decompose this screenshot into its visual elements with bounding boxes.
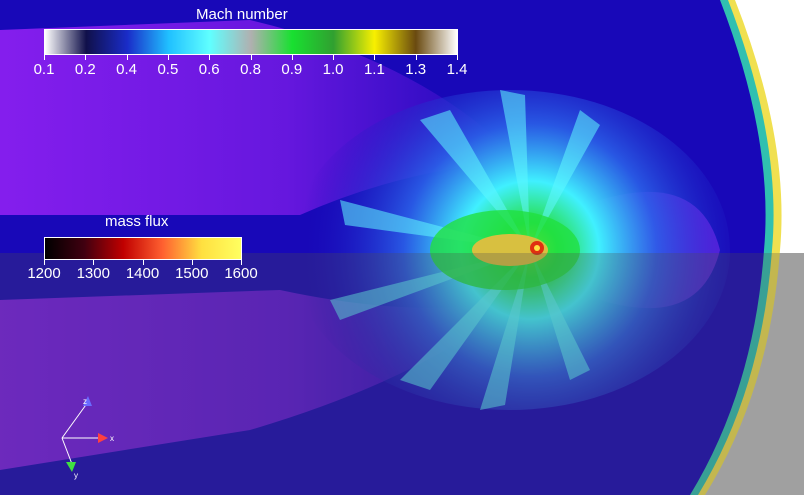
flux-legend-tick	[93, 260, 95, 265]
flux-legend-tick	[44, 260, 45, 265]
mach-legend-tick-label: 0.1	[33, 61, 55, 78]
mach-legend-tick	[44, 55, 45, 60]
mach-legend-tick	[333, 55, 335, 60]
mach-legend-tick	[250, 55, 252, 60]
axes-triad: z x y	[61, 396, 114, 480]
z-arrow-icon	[83, 396, 92, 406]
mach-legend-tick-label: 1.4	[446, 61, 468, 78]
lower-shade-overlay	[0, 253, 804, 495]
flux-legend-tick	[241, 260, 242, 265]
mach-legend-tick	[126, 55, 128, 60]
mach-legend-tick-label: 0.8	[240, 61, 261, 78]
mach-legend-tick	[457, 55, 458, 60]
flux-legend-tick-label: 1300	[76, 265, 110, 282]
x-arrow-icon	[98, 433, 108, 443]
mach-legend-tick	[291, 55, 293, 60]
flux-legend-title: mass flux	[105, 213, 169, 230]
mach-colorbar	[44, 29, 458, 55]
mach-legend-tick	[167, 55, 169, 60]
mach-legend-tick-label: 0.9	[281, 61, 303, 78]
mach-legend-tick-label: 1.1	[363, 61, 385, 78]
mach-legend-tick-label: 1.0	[322, 61, 344, 78]
mach-legend-tick-label: 0.6	[198, 61, 220, 78]
mach-legend-tick-label: 0.5	[157, 61, 179, 78]
mach-legend-tick	[209, 55, 211, 60]
y-axis-label: y	[74, 471, 78, 480]
flux-colorbar	[44, 237, 242, 260]
flux-legend-tick	[142, 260, 144, 265]
mach-legend-tick-label: 0.4	[116, 61, 138, 78]
flux-legend-tick-label: 1200	[27, 265, 61, 282]
z-axis-label: z	[83, 397, 87, 406]
mach-legend-tick	[374, 55, 376, 60]
mach-legend-tick-label: 0.2	[74, 61, 96, 78]
y-arrow-icon	[66, 462, 76, 472]
yellow-core	[472, 234, 548, 266]
flux-legend-tick-label: 1400	[125, 265, 160, 282]
mach-legend-title: Mach number	[196, 6, 288, 23]
mach-legend-tick	[85, 55, 87, 60]
x-axis-label: x	[110, 434, 114, 443]
flux-legend-tick-label: 1600	[224, 265, 258, 282]
flux-legend-tick-label: 1500	[175, 265, 209, 282]
mass-flux-peak	[534, 245, 540, 251]
mach-legend-tick	[415, 55, 417, 60]
flux-legend-tick	[191, 260, 193, 265]
mach-legend-tick-label: 1.3	[405, 61, 427, 78]
